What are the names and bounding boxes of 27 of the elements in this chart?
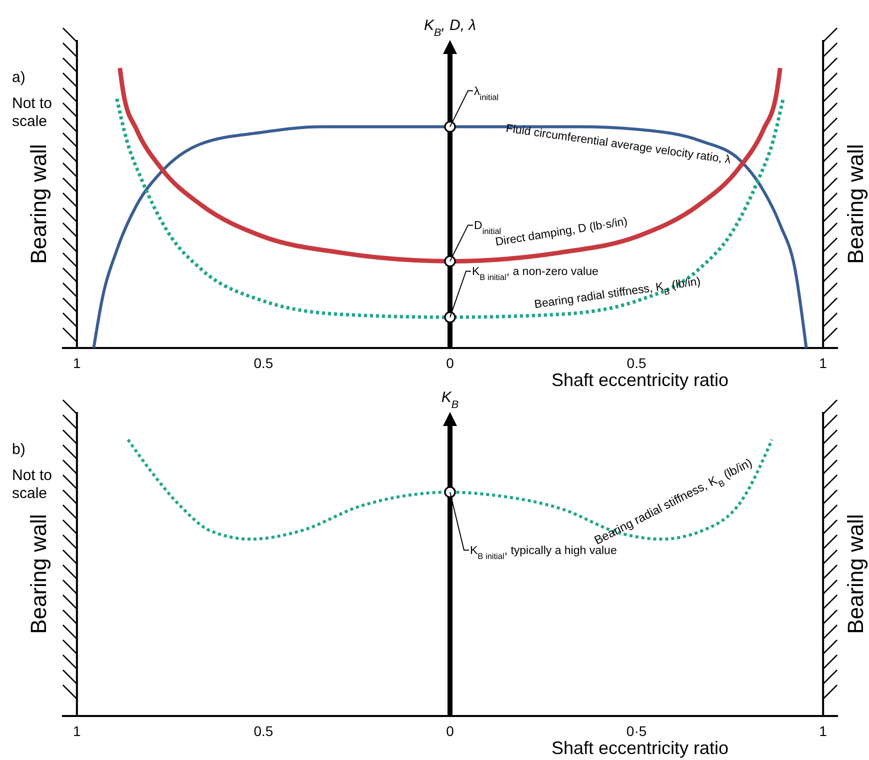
y-axis-title: K$_{B}$ [441,389,459,411]
x-tick-label: 1 [73,722,82,739]
text: b) [12,441,26,458]
annotation: Fluid circumferential average velocity ratio, λ [505,122,732,166]
annotation: K$_{B initial}$, typically a high value [470,545,617,561]
x-tick-label: 1 [73,354,82,371]
text: Not to scale [12,467,52,502]
annotation: K$_{B initial}$, a non-zero value [472,266,598,282]
x-axis-title: Shaft eccentricity ratio [551,370,729,390]
x-tick-label: 1 [819,354,828,371]
annotation: λ$_{initial}$ [474,86,499,102]
text: Bearing wall [26,514,51,634]
annotation: D$_{initial}$ [474,220,502,236]
text: Bearing wall [26,144,51,264]
x-axis-title: Shaft eccentricity ratio [551,738,729,758]
x-tick-label: 0.5 [626,354,646,371]
x-tick-label: 0 [446,354,454,371]
y-axis-title: K$_{B}$, D, λ [424,17,476,39]
x-tick-label: 0 [446,722,454,739]
x-tick-label: 0.5 [254,722,274,739]
text: Bearing wall [843,514,868,634]
x-tick-label: 0.5 [254,354,274,371]
text: Not to scale [12,95,52,130]
text: a) [12,69,26,86]
text: Bearing wall [843,144,868,264]
x-tick-label: 1 [819,722,828,739]
x-tick-label: 0·5 [626,722,647,739]
